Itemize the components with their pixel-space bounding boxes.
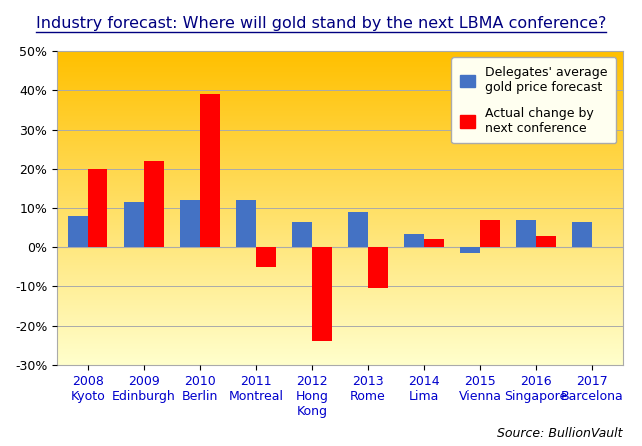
Bar [404,234,424,247]
Bar [536,235,555,247]
Bar [572,222,592,247]
Legend: Delegates' average
gold price forecast, Actual change by
next conference: Delegates' average gold price forecast, … [451,58,616,144]
Text: Industry forecast: Where will gold stand by the next LBMA conference?: Industry forecast: Where will gold stand… [36,16,606,31]
Bar [460,247,480,253]
Bar [144,161,164,247]
Bar [88,169,107,247]
Bar [480,220,499,247]
Bar [125,202,144,247]
Bar [349,212,368,247]
Bar [424,240,444,247]
Text: Source: BullionVault: Source: BullionVault [498,427,623,440]
Bar [236,200,256,247]
Bar [516,220,536,247]
Bar [200,95,220,247]
Bar [180,200,200,247]
Bar [292,222,312,247]
Bar [312,247,331,341]
Bar [68,216,88,247]
Bar [256,247,275,267]
Bar [368,247,388,289]
